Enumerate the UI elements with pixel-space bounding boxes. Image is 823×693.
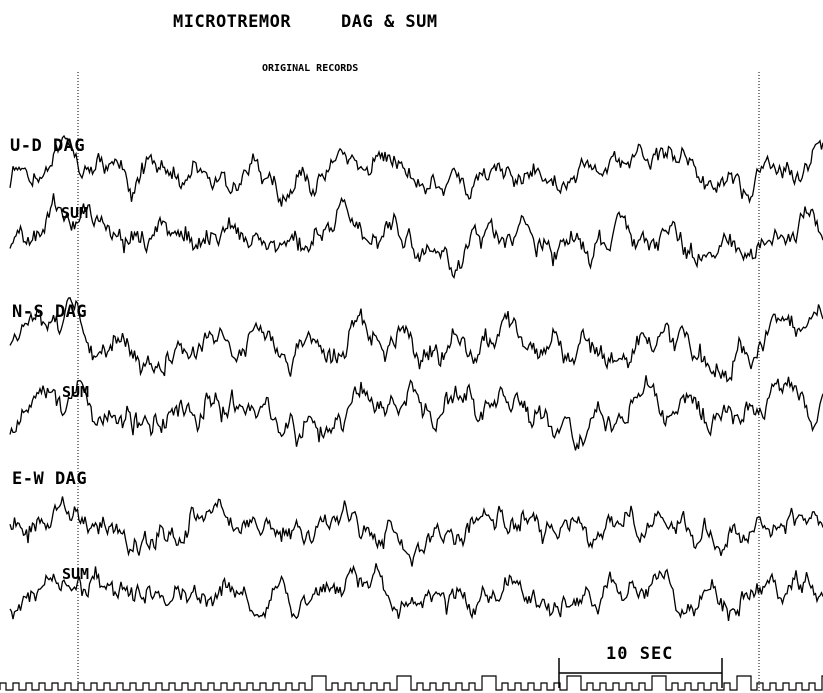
record-title: MICROTREMOR (173, 12, 292, 32)
record-title-stations: DAG & SUM (341, 12, 438, 32)
time-mark-trace (0, 675, 823, 691)
trace-label-ud-sum: SUM (61, 204, 89, 222)
trace-label-ew-dag: E-W DAG (12, 469, 88, 489)
trace-label-ns-sum: SUM (62, 383, 90, 401)
trace-label-ns-dag: N-S DAG (12, 302, 88, 322)
record-subtitle: ORIGINAL RECORDS (262, 63, 359, 74)
trace-ud-dag (9, 134, 823, 207)
scale-bar-label: 10 SEC (606, 644, 674, 664)
trace-label-ud-dag: U-D DAG (10, 136, 86, 156)
trace-ns-dag (9, 297, 823, 383)
trace-ew-dag (9, 496, 823, 567)
scale-bar (558, 658, 723, 688)
trace-label-ew-sum: SUM (62, 565, 90, 583)
trace-ns-sum (9, 375, 823, 451)
trace-ud-sum (9, 193, 823, 279)
trace-ew-sum (9, 563, 823, 621)
